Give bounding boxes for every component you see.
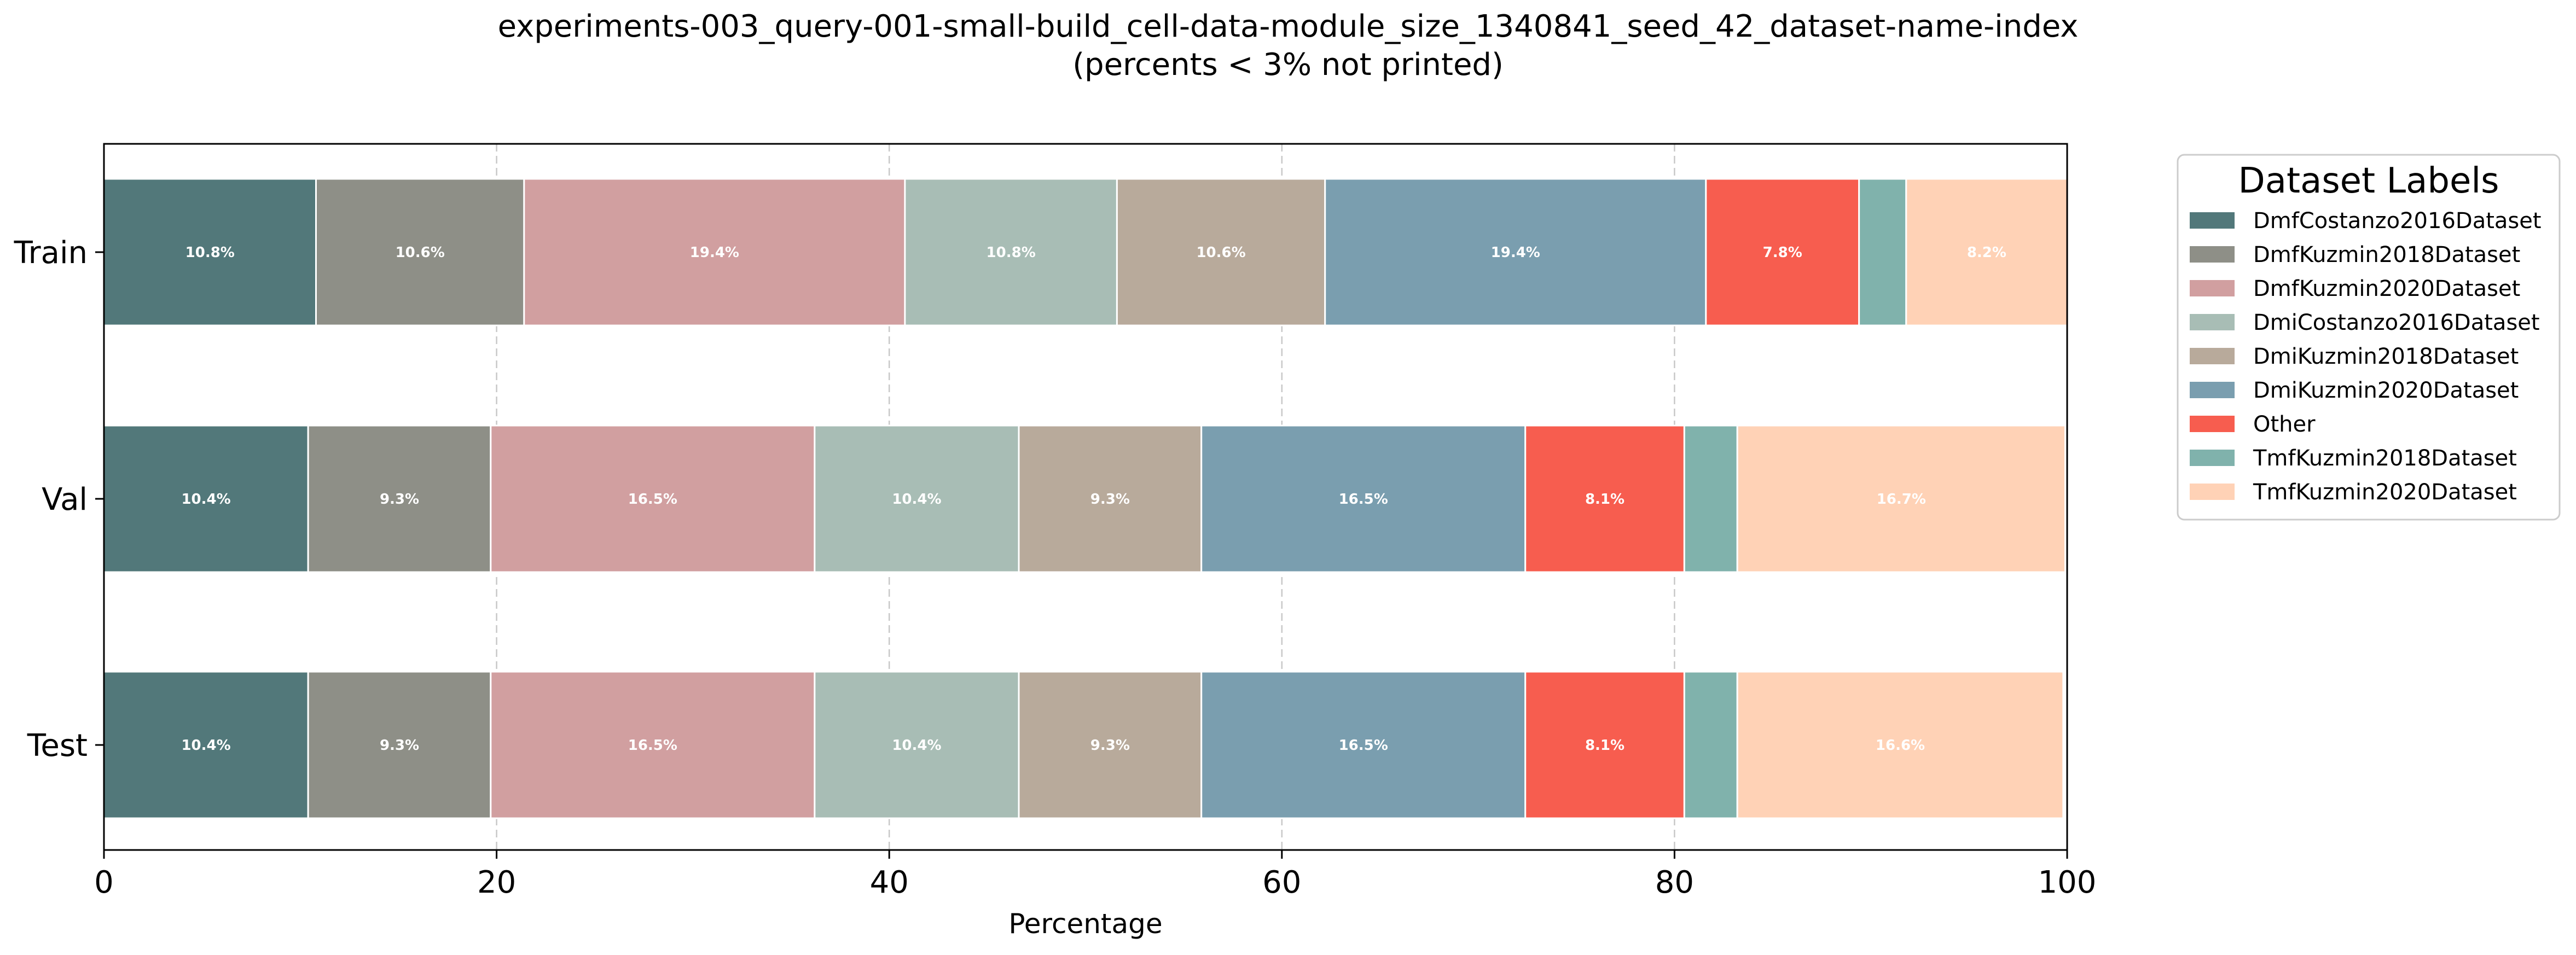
legend-items: DmfCostanzo2016Dataset DmfKuzmin2018Datas… [2190, 208, 2542, 505]
data-label-test-dmikuzmin2020dataset: 16.5% [1339, 737, 1388, 754]
data-label-val-dmfkuzmin2018dataset: 9.3% [380, 491, 419, 508]
y-tick-label-val: Val [42, 482, 88, 517]
legend-swatch-tmfkuzmin2020dataset [2190, 484, 2235, 500]
bar-segment-test-tmfkuzmin2018dataset [1683, 671, 1738, 819]
data-label-val-other: 8.1% [1585, 491, 1624, 508]
x-tick-label-60: 60 [1262, 865, 1301, 900]
legend-label-dmfcostanzo2016dataset: DmfCostanzo2016Dataset [2253, 208, 2542, 234]
legend-swatch-other [2190, 416, 2235, 432]
legend-label-dmicostanzo2016dataset: DmiCostanzo2016Dataset [2253, 310, 2540, 335]
data-label-test-tmfkuzmin2020dataset: 16.6% [1876, 737, 1925, 754]
legend-label-dmikuzmin2018dataset: DmiKuzmin2018Dataset [2253, 344, 2519, 369]
bar-segment-val-dmfcostanzo2016dataset [103, 424, 309, 573]
bar-segment-test-dmfcostanzo2016dataset [103, 671, 309, 819]
data-label-train-other: 7.8% [1763, 244, 1802, 261]
data-label-val-dmikuzmin2018dataset: 9.3% [1090, 491, 1130, 508]
data-label-val-dmfcostanzo2016dataset: 10.4% [181, 491, 230, 508]
bar-segment-test-other [1524, 671, 1685, 819]
legend-frame [2177, 154, 2561, 521]
x-tick-label-40: 40 [870, 865, 909, 900]
data-label-test-other: 8.1% [1585, 737, 1624, 754]
legend-title: Dataset Labels [2238, 161, 2499, 201]
bar-segment-train-dmfkuzmin2020dataset [523, 178, 906, 327]
bar-segment-train-dmfkuzmin2018dataset [315, 178, 525, 327]
bars [103, 178, 2068, 819]
data-label-train-dmfkuzmin2020dataset: 19.4% [690, 244, 739, 261]
data-labels: 10.8% 10.6% 19.4% 10.8% 10.6% 19.4% 7.8% 8.2% 10… [181, 244, 2006, 754]
data-label-train-dmicostanzo2016dataset: 10.8% [987, 244, 1036, 261]
chart-title-line-1: experiments-003_query-001-small-build_ce… [497, 9, 2079, 44]
x-tick-label-20: 20 [477, 865, 516, 900]
data-label-test-dmicostanzo2016dataset: 10.4% [892, 737, 941, 754]
legend-swatch-dmfcostanzo2016dataset [2190, 212, 2235, 229]
bar-segment-val-dmikuzmin2020dataset [1200, 424, 1527, 573]
legend-label-dmfkuzmin2018dataset: DmfKuzmin2018Dataset [2253, 242, 2520, 267]
bar-segment-train-other [1705, 178, 1860, 327]
x-tick-label-100: 100 [2038, 865, 2097, 900]
data-label-test-dmfcostanzo2016dataset: 10.4% [181, 737, 230, 754]
x-tick-label-0: 0 [94, 865, 114, 900]
legend-swatch-dmikuzmin2018dataset [2190, 348, 2235, 364]
bar-segment-train-dmikuzmin2020dataset [1324, 178, 1707, 327]
data-label-test-dmfkuzmin2018dataset: 9.3% [380, 737, 419, 754]
plot-frame [103, 143, 2068, 851]
bar-segment-val-dmfkuzmin2018dataset [307, 424, 492, 573]
data-label-train-dmikuzmin2020dataset: 19.4% [1491, 244, 1540, 261]
legend-label-tmfkuzmin2020dataset: TmfKuzmin2020Dataset [2253, 480, 2517, 505]
chart-title-line-2: (percents < 3% not printed) [1072, 47, 1504, 83]
bar-segment-val-dmicostanzo2016dataset [814, 424, 1020, 573]
bar-segment-test-tmfkuzmin2020dataset [1736, 671, 2064, 819]
data-label-val-dmfkuzmin2020dataset: 16.5% [628, 491, 677, 508]
legend-label-tmfkuzmin2018dataset: TmfKuzmin2018Dataset [2253, 446, 2517, 471]
data-label-train-dmfcostanzo2016dataset: 10.8% [185, 244, 235, 261]
bar-segment-train-dmfcostanzo2016dataset [103, 178, 317, 327]
bar-segment-val-tmfkuzmin2020dataset [1736, 424, 2066, 573]
legend-swatch-dmfkuzmin2020dataset [2190, 280, 2235, 296]
data-label-val-tmfkuzmin2020dataset: 16.7% [1877, 491, 1926, 508]
axes: Train Val Test 0 20 40 60 80 100 [14, 235, 2097, 900]
legend-swatch-dmicostanzo2016dataset [2190, 314, 2235, 330]
bar-segment-val-dmikuzmin2018dataset [1018, 424, 1203, 573]
legend-label-dmikuzmin2020dataset: DmiKuzmin2020Dataset [2253, 378, 2519, 403]
legend-label-dmfkuzmin2020dataset: DmfKuzmin2020Dataset [2253, 276, 2520, 301]
bar-segment-test-dmikuzmin2020dataset [1200, 671, 1527, 819]
data-label-test-dmikuzmin2018dataset: 9.3% [1090, 737, 1130, 754]
bar-segment-test-dmfkuzmin2018dataset [307, 671, 492, 819]
legend-swatch-tmfkuzmin2018dataset [2190, 450, 2235, 466]
data-label-train-dmfkuzmin2018dataset: 10.6% [396, 244, 445, 261]
chart-title: experiments-003_query-001-small-build_ce… [0, 8, 2576, 84]
bar-segment-val-other [1524, 424, 1685, 573]
legend-swatch-dmfkuzmin2018dataset [2190, 246, 2235, 263]
bar-segment-test-dmfkuzmin2020dataset [490, 671, 816, 819]
bar-segment-train-tmfkuzmin2020dataset [1905, 178, 2068, 327]
y-tick-label-test: Test [27, 728, 88, 764]
legend-swatch-dmikuzmin2020dataset [2190, 382, 2235, 398]
bar-segment-val-dmfkuzmin2020dataset [490, 424, 816, 573]
legend-label-other: Other [2253, 412, 2316, 437]
bar-segment-train-tmfkuzmin2018dataset [1858, 178, 1907, 327]
data-label-val-dmicostanzo2016dataset: 10.4% [892, 491, 941, 508]
bar-segment-test-dmikuzmin2018dataset [1018, 671, 1203, 819]
y-tick-label-train: Train [14, 235, 88, 271]
bar-segment-train-dmicostanzo2016dataset [904, 178, 1118, 327]
data-label-train-dmikuzmin2018dataset: 10.6% [1196, 244, 1245, 261]
data-label-val-dmikuzmin2020dataset: 16.5% [1339, 491, 1388, 508]
x-tick-label-80: 80 [1655, 865, 1694, 900]
bar-segment-test-dmicostanzo2016dataset [814, 671, 1020, 819]
bar-segment-val-tmfkuzmin2018dataset [1683, 424, 1738, 573]
data-label-test-dmfkuzmin2020dataset: 16.5% [628, 737, 677, 754]
bar-segment-train-dmikuzmin2018dataset [1116, 178, 1326, 327]
legend: Dataset Labels DmfCostanzo2016DatasetDmf… [2177, 154, 2561, 521]
data-label-train-tmfkuzmin2020dataset: 8.2% [1967, 244, 2006, 261]
x-axis-label: Percentage [1008, 908, 1162, 940]
